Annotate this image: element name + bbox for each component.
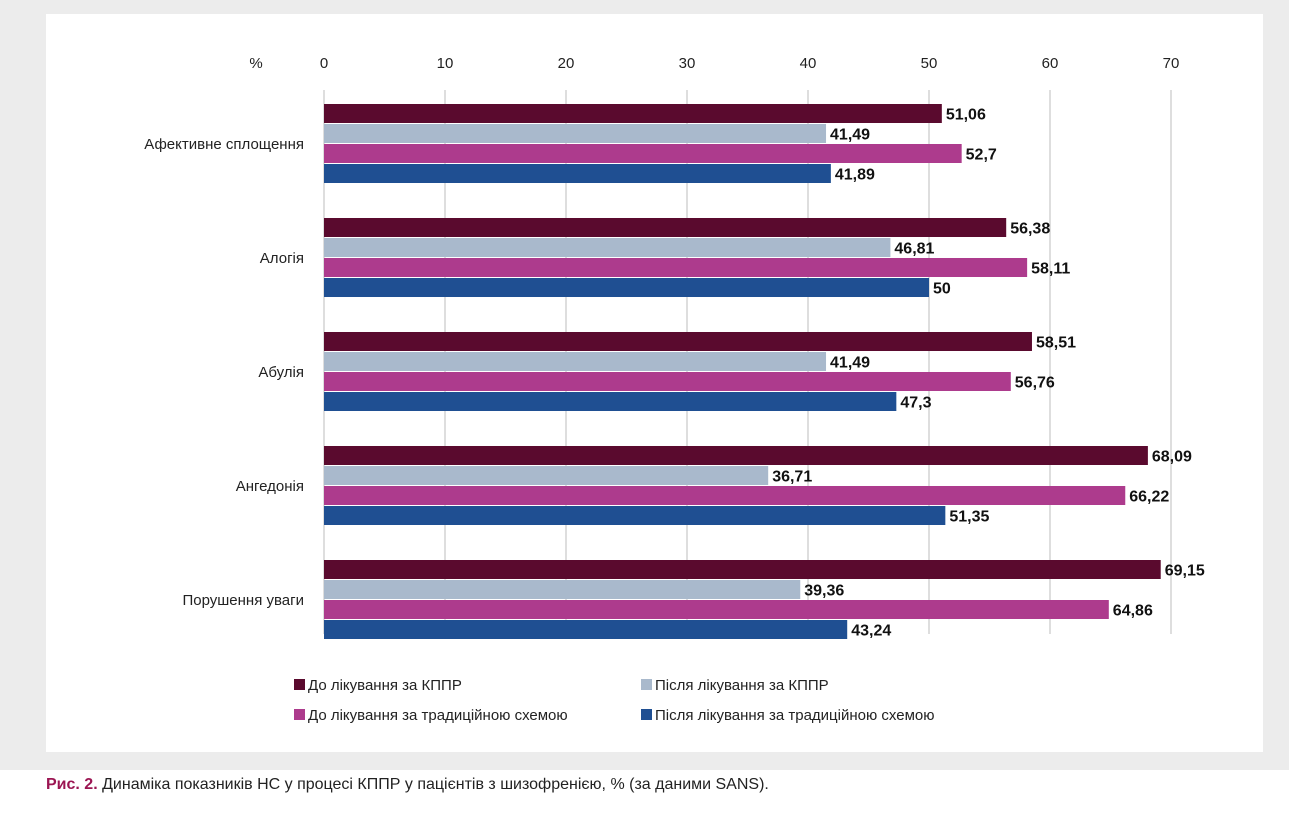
data-label: 47,3 [900,395,931,412]
bar-4-4 [324,506,946,525]
data-label: 51,06 [946,107,986,124]
caption-text: Динаміка показників НС у процесі КППР у … [97,776,769,793]
data-label: 41,49 [830,127,870,144]
x-tick-label: 70 [1163,55,1180,72]
figure-label: Рис. 2. [46,776,98,793]
bar-1-5 [324,560,1161,579]
legend-swatch-4 [641,709,652,720]
chart-card: 0 10 20 30 40 50 60 70% Афективне сплощення 51,06… [46,14,1263,752]
data-label: 43,24 [851,623,891,640]
legend-entry: До лікування за традиційною схемою [308,707,568,724]
bar-2-3 [324,352,827,371]
bar-chart: 0 10 20 30 40 50 60 70% Афективне сплощення 51,06… [144,55,1205,724]
legend-swatch-3 [294,709,305,720]
x-tick-label: 50 [921,55,938,72]
data-label: 58,11 [1031,261,1070,278]
category-label: Афективне сплощення [144,136,304,153]
legend-swatch-2 [641,679,652,690]
bar-3-1 [324,144,962,163]
x-tick-label: 20 [558,55,575,72]
legend-entry: Після лікування за КППР [655,677,829,694]
data-label: 58,51 [1036,335,1076,352]
data-label: 68,09 [1152,449,1192,466]
data-label: 36,71 [772,469,812,486]
data-label: 51,35 [949,509,989,526]
data-label: 64,86 [1113,603,1153,620]
x-tick-label: 60 [1042,55,1059,72]
x-tick-label: 30 [679,55,696,72]
bar-2-1 [324,124,827,143]
data-label: 39,36 [804,583,844,600]
bar-2-5 [324,580,801,599]
data-label: 50 [933,281,951,298]
bar-3-2 [324,258,1028,277]
legend-swatch-1 [294,679,305,690]
x-tick-label: 40 [800,55,817,72]
bar-1-3 [324,332,1032,351]
bar-3-4 [324,486,1126,505]
category-label: Абулія [258,364,304,381]
figure-caption: Рис. 2. Динаміка показників НС у процесі… [46,776,769,794]
axis-unit-label: % [249,55,262,72]
bar-4-5 [324,620,848,639]
category-label: Ангедонія [236,478,304,495]
data-label: 52,7 [966,147,997,164]
data-label: 41,89 [835,167,875,184]
legend-entry: До лікування за КППР [308,677,462,694]
x-tick-label: 0 [320,55,328,72]
bar-1-4 [324,446,1148,465]
category-label: Порушення уваги [182,592,304,609]
bar-4-2 [324,278,929,297]
bar-1-1 [324,104,942,123]
data-label: 41,49 [830,355,870,372]
category-label: Алогія [260,250,304,267]
data-label: 66,22 [1129,489,1169,506]
figure-panel: 0 10 20 30 40 50 60 70% Афективне сплощення 51,06… [0,0,1289,770]
data-label: 56,38 [1010,221,1050,238]
bar-3-3 [324,372,1011,391]
legend-entry: Після лікування за традиційною схемою [655,707,934,724]
x-tick-label: 10 [437,55,454,72]
bar-1-2 [324,218,1007,237]
bar-4-3 [324,392,897,411]
data-label: 56,76 [1015,375,1055,392]
data-label: 69,15 [1165,563,1205,580]
bar-2-4 [324,466,769,485]
bar-2-2 [324,238,891,257]
data-label: 46,81 [894,241,934,258]
bar-3-5 [324,600,1109,619]
bar-4-1 [324,164,831,183]
